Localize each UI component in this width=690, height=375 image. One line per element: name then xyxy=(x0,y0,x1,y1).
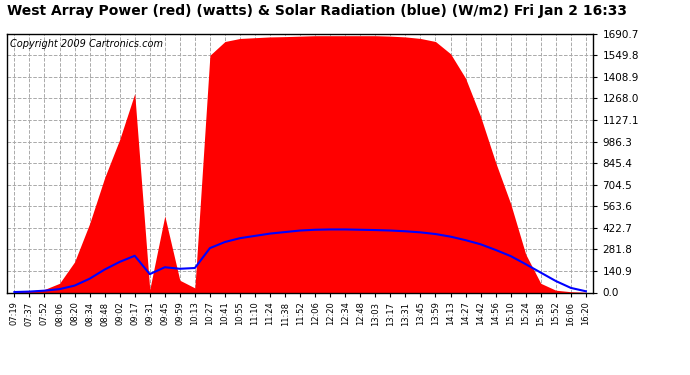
Text: West Array Power (red) (watts) & Solar Radiation (blue) (W/m2) Fri Jan 2 16:33: West Array Power (red) (watts) & Solar R… xyxy=(8,4,627,18)
Text: Copyright 2009 Cartronics.com: Copyright 2009 Cartronics.com xyxy=(10,39,163,49)
